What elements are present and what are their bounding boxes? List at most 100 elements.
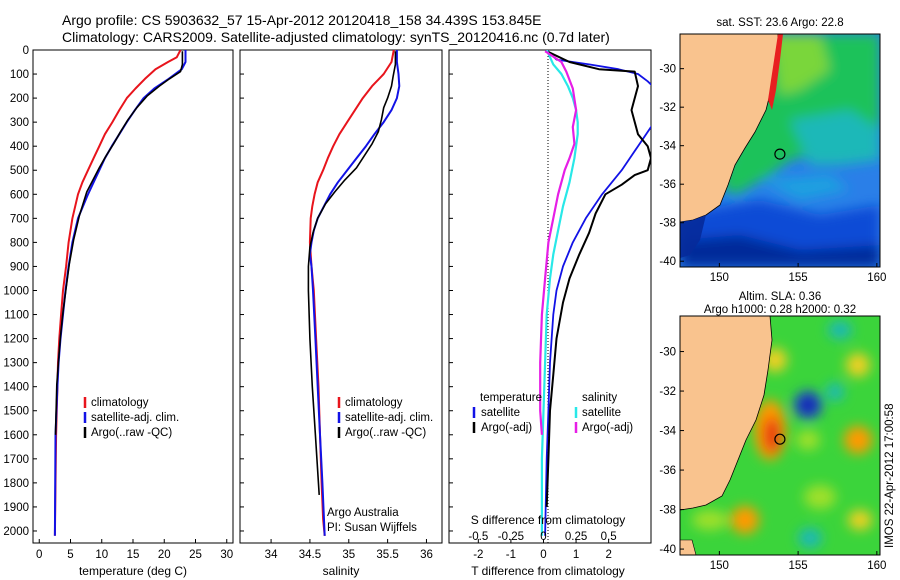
lat-tick-label: -34 [659, 426, 676, 438]
s-tick-label: -0.5 [468, 531, 488, 543]
lat-tick-label: -30 [659, 64, 676, 76]
depth-tick-label: 0 [23, 45, 29, 57]
depth-tick-label: 500 [10, 165, 29, 177]
s-tick-label: -0.25 [498, 531, 524, 543]
series-argo-raw-qc [54, 51, 184, 435]
depth-tick-label: 1000 [3, 285, 29, 297]
t-difference-tick-labels: -2 -1 0 1 2 [449, 49, 612, 561]
x-tick-label: 25 [189, 549, 202, 561]
difference-legend: temperature salinity satellite Argo(-adj… [472, 392, 633, 434]
temperature-legend: climatology satellite-adj. clim. Argo(..… [83, 397, 179, 439]
temperature-panel: 0100200300400500600700800900100011001200… [3, 45, 234, 578]
legend-header-salinity: salinity [582, 392, 617, 404]
depth-tick-label: 300 [10, 117, 29, 129]
depth-tick-label: 1200 [3, 334, 29, 346]
sst-float-marker [774, 148, 786, 160]
sla-lat-tick-labels: -30 -32 -34 -36 -38 -40 [659, 347, 684, 556]
legend-header-temperature: temperature [480, 392, 542, 404]
lat-tick-label: -36 [659, 179, 676, 191]
depth-tick-label: 1900 [3, 502, 29, 514]
temperature-series-group [53, 50, 187, 536]
credit-argo-australia: Argo Australia [327, 507, 399, 519]
difference-series-group [539, 50, 651, 536]
salinity-axis-label: salinity [323, 564, 360, 578]
sla-lon-tick-labels: 150 155 160 [710, 551, 886, 572]
salinity-series-group [307, 50, 401, 536]
x-tick-label: 10 [95, 549, 108, 561]
depth-tick-label: 600 [10, 189, 29, 201]
sst-map: sat. SST: 23.6 Argo: 22.8 -30 -32 -34 -36 -3… [659, 17, 886, 284]
depth-tick-label: 700 [10, 213, 29, 225]
salinity-tick-labels: 34 34.5 35 35.5 36 [240, 49, 433, 561]
series-argo-raw-qc [307, 51, 397, 495]
sst-lon-tick-labels: 150 155 160 [710, 263, 886, 284]
lon-tick-label: 150 [710, 272, 729, 284]
legend-label-satellite: satellite-adj. clim. [345, 412, 433, 424]
depth-tick-label: 400 [10, 141, 29, 153]
depth-tick-label: 800 [10, 237, 29, 249]
sst-map-title: sat. SST: 23.6 Argo: 22.8 [716, 17, 843, 29]
salinity-legend: climatology satellite-adj. clim. Argo(..… [337, 397, 433, 439]
sla-float-marker [774, 433, 786, 445]
legend-label-sal-argo: Argo(-adj) [582, 422, 633, 434]
legend-label-satellite: satellite-adj. clim. [91, 412, 179, 424]
depth-tick-label: 1700 [3, 454, 29, 466]
lat-tick-label: -36 [659, 465, 676, 477]
x-tick-label: -2 [473, 549, 483, 561]
lat-tick-label: -32 [659, 386, 676, 398]
sla-map-title-line1: Altim. SLA: 0.36 [739, 291, 821, 303]
sla-map-field [680, 316, 880, 555]
x-tick-label: 15 [127, 549, 140, 561]
lat-tick-label: -40 [659, 544, 676, 556]
depth-tick-label: 900 [10, 261, 29, 273]
series-salinity-satellite [540, 50, 579, 536]
x-tick-label: 0 [540, 549, 546, 561]
x-tick-label: 30 [220, 549, 233, 561]
legend-label-argo: Argo(..raw -QC) [345, 427, 426, 439]
imos-timestamp: IMOS 22-Apr-2012 17:00:58 [884, 404, 896, 548]
x-tick-label: 20 [158, 549, 171, 561]
legend-label-climatology: climatology [345, 397, 403, 409]
depth-tick-label: 1800 [3, 478, 29, 490]
s-difference-axis-label: S difference from climatology [471, 513, 626, 527]
sla-map-frame [679, 315, 881, 556]
series-salinity-argo-adj [539, 50, 578, 435]
x-tick-label: -1 [506, 549, 516, 561]
lat-tick-label: -38 [659, 505, 676, 517]
s-tick-label: 0.25 [565, 531, 587, 543]
salinity-panel: 34 34.5 35 35.5 36 salinity climatology sate… [239, 49, 443, 578]
difference-axes-frame [448, 49, 652, 544]
series-temperature-argo-adj [545, 50, 651, 507]
depth-tick-labels: 0 100 200 300 400 500 600 700 800 900 1000 1100 1200… [3, 45, 29, 538]
x-tick-label: 36 [420, 549, 433, 561]
sla-land [680, 316, 773, 511]
figure-title-line2: Climatology: CARS2009. Satellite-adjuste… [62, 29, 610, 45]
depth-tick-label: 2000 [3, 526, 29, 538]
lat-tick-label: -32 [659, 102, 676, 114]
x-tick-label: 2 [605, 549, 611, 561]
x-tick-label: 34 [265, 549, 278, 561]
sla-map: Altim. SLA: 0.36 Argo h1000: 0.28 h2000:… [659, 291, 886, 572]
legend-label-temp-satellite: satellite [481, 407, 520, 419]
s-difference-tick-labels: -0.5 -0.25 0 0.25 0.5 [468, 531, 616, 543]
lon-tick-label: 155 [789, 560, 808, 572]
sst-map-field [680, 34, 880, 267]
depth-tick-label: 1400 [3, 382, 29, 394]
sst-map-frame [679, 33, 881, 268]
temperature-axis-label: temperature (deg C) [79, 564, 187, 578]
difference-panel: -2 -1 0 1 2 -0.5 -0.25 0 0.25 0.5 S difference f… [448, 49, 652, 578]
lat-tick-label: -34 [659, 141, 676, 153]
lon-tick-label: 155 [789, 272, 808, 284]
credit-pi: PI: Susan Wijffels [327, 522, 417, 534]
t-difference-axis-label: T difference from climatology [471, 564, 625, 578]
figure-title-line1: Argo profile: CS 5903632_57 15-Apr-2012 … [62, 12, 542, 28]
x-tick-label: 1 [573, 549, 579, 561]
depth-tick-label: 200 [10, 93, 29, 105]
legend-label-climatology: climatology [91, 397, 149, 409]
x-tick-label: 35 [342, 549, 355, 561]
depth-tick-label: 1600 [3, 430, 29, 442]
depth-tick-label: 1500 [3, 406, 29, 418]
lat-tick-label: -38 [659, 218, 676, 230]
sst-warm-core [768, 34, 783, 110]
